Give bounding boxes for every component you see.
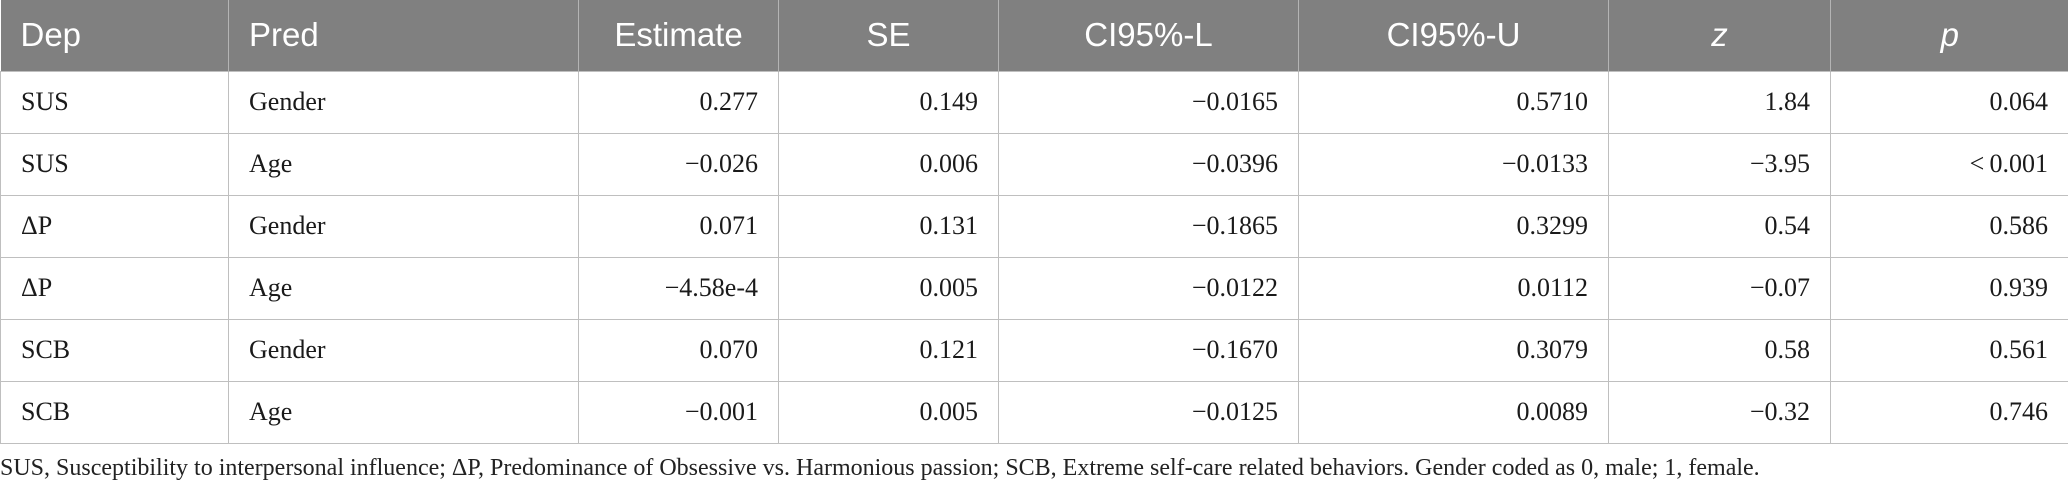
pred-cell: Age — [228, 132, 579, 196]
ci95-lower-cell: −0.0165 — [998, 70, 1299, 134]
p-cell: 0.586 — [1830, 194, 2068, 258]
p-cell: 0.561 — [1830, 318, 2068, 382]
pred-cell: Gender — [228, 70, 579, 134]
ci95-upper-cell: 0.0089 — [1298, 380, 1609, 444]
table-footnote: SUS, Susceptibility to interpersonal inf… — [0, 455, 1760, 481]
z-cell: 0.58 — [1608, 318, 1831, 382]
pred-cell: Age — [228, 380, 579, 444]
table-header: Dep Pred Estimate SE CI95%-L CI95%-U z p — [0, 0, 2068, 71]
dep-cell: SUS — [0, 70, 229, 134]
dep-cell: SCB — [0, 380, 229, 444]
p-cell: 0.746 — [1830, 380, 2068, 444]
se-cell: 0.006 — [778, 132, 999, 196]
pred-cell: Gender — [228, 318, 579, 382]
results-table: Dep Pred Estimate SE CI95%-L CI95%-U z p… — [0, 0, 2068, 444]
se-cell: 0.005 — [778, 380, 999, 444]
z-cell: −0.07 — [1608, 256, 1831, 320]
header-p: p — [1830, 0, 2068, 71]
se-cell: 0.131 — [778, 194, 999, 258]
dep-cell: SUS — [0, 132, 229, 196]
se-cell: 0.005 — [778, 256, 999, 320]
ci95-upper-cell: −0.0133 — [1298, 132, 1609, 196]
p-cell: 0.064 — [1830, 70, 2068, 134]
header-ci95-upper: CI95%-U — [1298, 0, 1609, 71]
z-cell: 0.54 — [1608, 194, 1831, 258]
header-ci95-lower: CI95%-L — [998, 0, 1299, 71]
table-row: SUS Age −0.026 0.006 −0.0396 −0.0133 −3.95 < 0.… — [0, 132, 2068, 196]
pred-cell: Age — [228, 256, 579, 320]
ci95-upper-cell: 0.3299 — [1298, 194, 1609, 258]
header-z: z — [1608, 0, 1831, 71]
estimate-cell: −0.001 — [578, 380, 779, 444]
estimate-cell: −0.026 — [578, 132, 779, 196]
ci95-upper-cell: 0.3079 — [1298, 318, 1609, 382]
table-body: SUS Gender 0.277 0.149 −0.0165 0.5710 1.84 0.06… — [0, 70, 2068, 444]
table-row: SCB Gender 0.070 0.121 −0.1670 0.3079 0.58 0.56… — [0, 318, 2068, 382]
table-row: ΔP Age −4.58e-4 0.005 −0.0122 0.0112 −0.07 0.93… — [0, 256, 2068, 320]
estimate-cell: −4.58e-4 — [578, 256, 779, 320]
ci95-lower-cell: −0.0122 — [998, 256, 1299, 320]
table-row: ΔP Gender 0.071 0.131 −0.1865 0.3299 0.54 0.586 — [0, 194, 2068, 258]
ci95-lower-cell: −0.0396 — [998, 132, 1299, 196]
header-se: SE — [778, 0, 999, 71]
se-cell: 0.121 — [778, 318, 999, 382]
ci95-upper-cell: 0.5710 — [1298, 70, 1609, 134]
table-row: SCB Age −0.001 0.005 −0.0125 0.0089 −0.32 0.746 — [0, 380, 2068, 444]
dep-cell: ΔP — [0, 256, 229, 320]
p-cell: < 0.001 — [1830, 132, 2068, 196]
z-cell: 1.84 — [1608, 70, 1831, 134]
z-cell: −3.95 — [1608, 132, 1831, 196]
ci95-lower-cell: −0.1670 — [998, 318, 1299, 382]
ci95-lower-cell: −0.1865 — [998, 194, 1299, 258]
ci95-upper-cell: 0.0112 — [1298, 256, 1609, 320]
ci95-lower-cell: −0.0125 — [998, 380, 1299, 444]
estimate-cell: 0.071 — [578, 194, 779, 258]
estimate-cell: 0.070 — [578, 318, 779, 382]
header-dep: Dep — [0, 0, 229, 71]
pred-cell: Gender — [228, 194, 579, 258]
header-estimate: Estimate — [578, 0, 779, 71]
dep-cell: SCB — [0, 318, 229, 382]
z-cell: −0.32 — [1608, 380, 1831, 444]
header-pred: Pred — [228, 0, 579, 71]
header-row: Dep Pred Estimate SE CI95%-L CI95%-U z p — [0, 0, 2068, 71]
se-cell: 0.149 — [778, 70, 999, 134]
p-cell: 0.939 — [1830, 256, 2068, 320]
estimate-cell: 0.277 — [578, 70, 779, 134]
dep-cell: ΔP — [0, 194, 229, 258]
table-row: SUS Gender 0.277 0.149 −0.0165 0.5710 1.84 0.06… — [0, 70, 2068, 134]
